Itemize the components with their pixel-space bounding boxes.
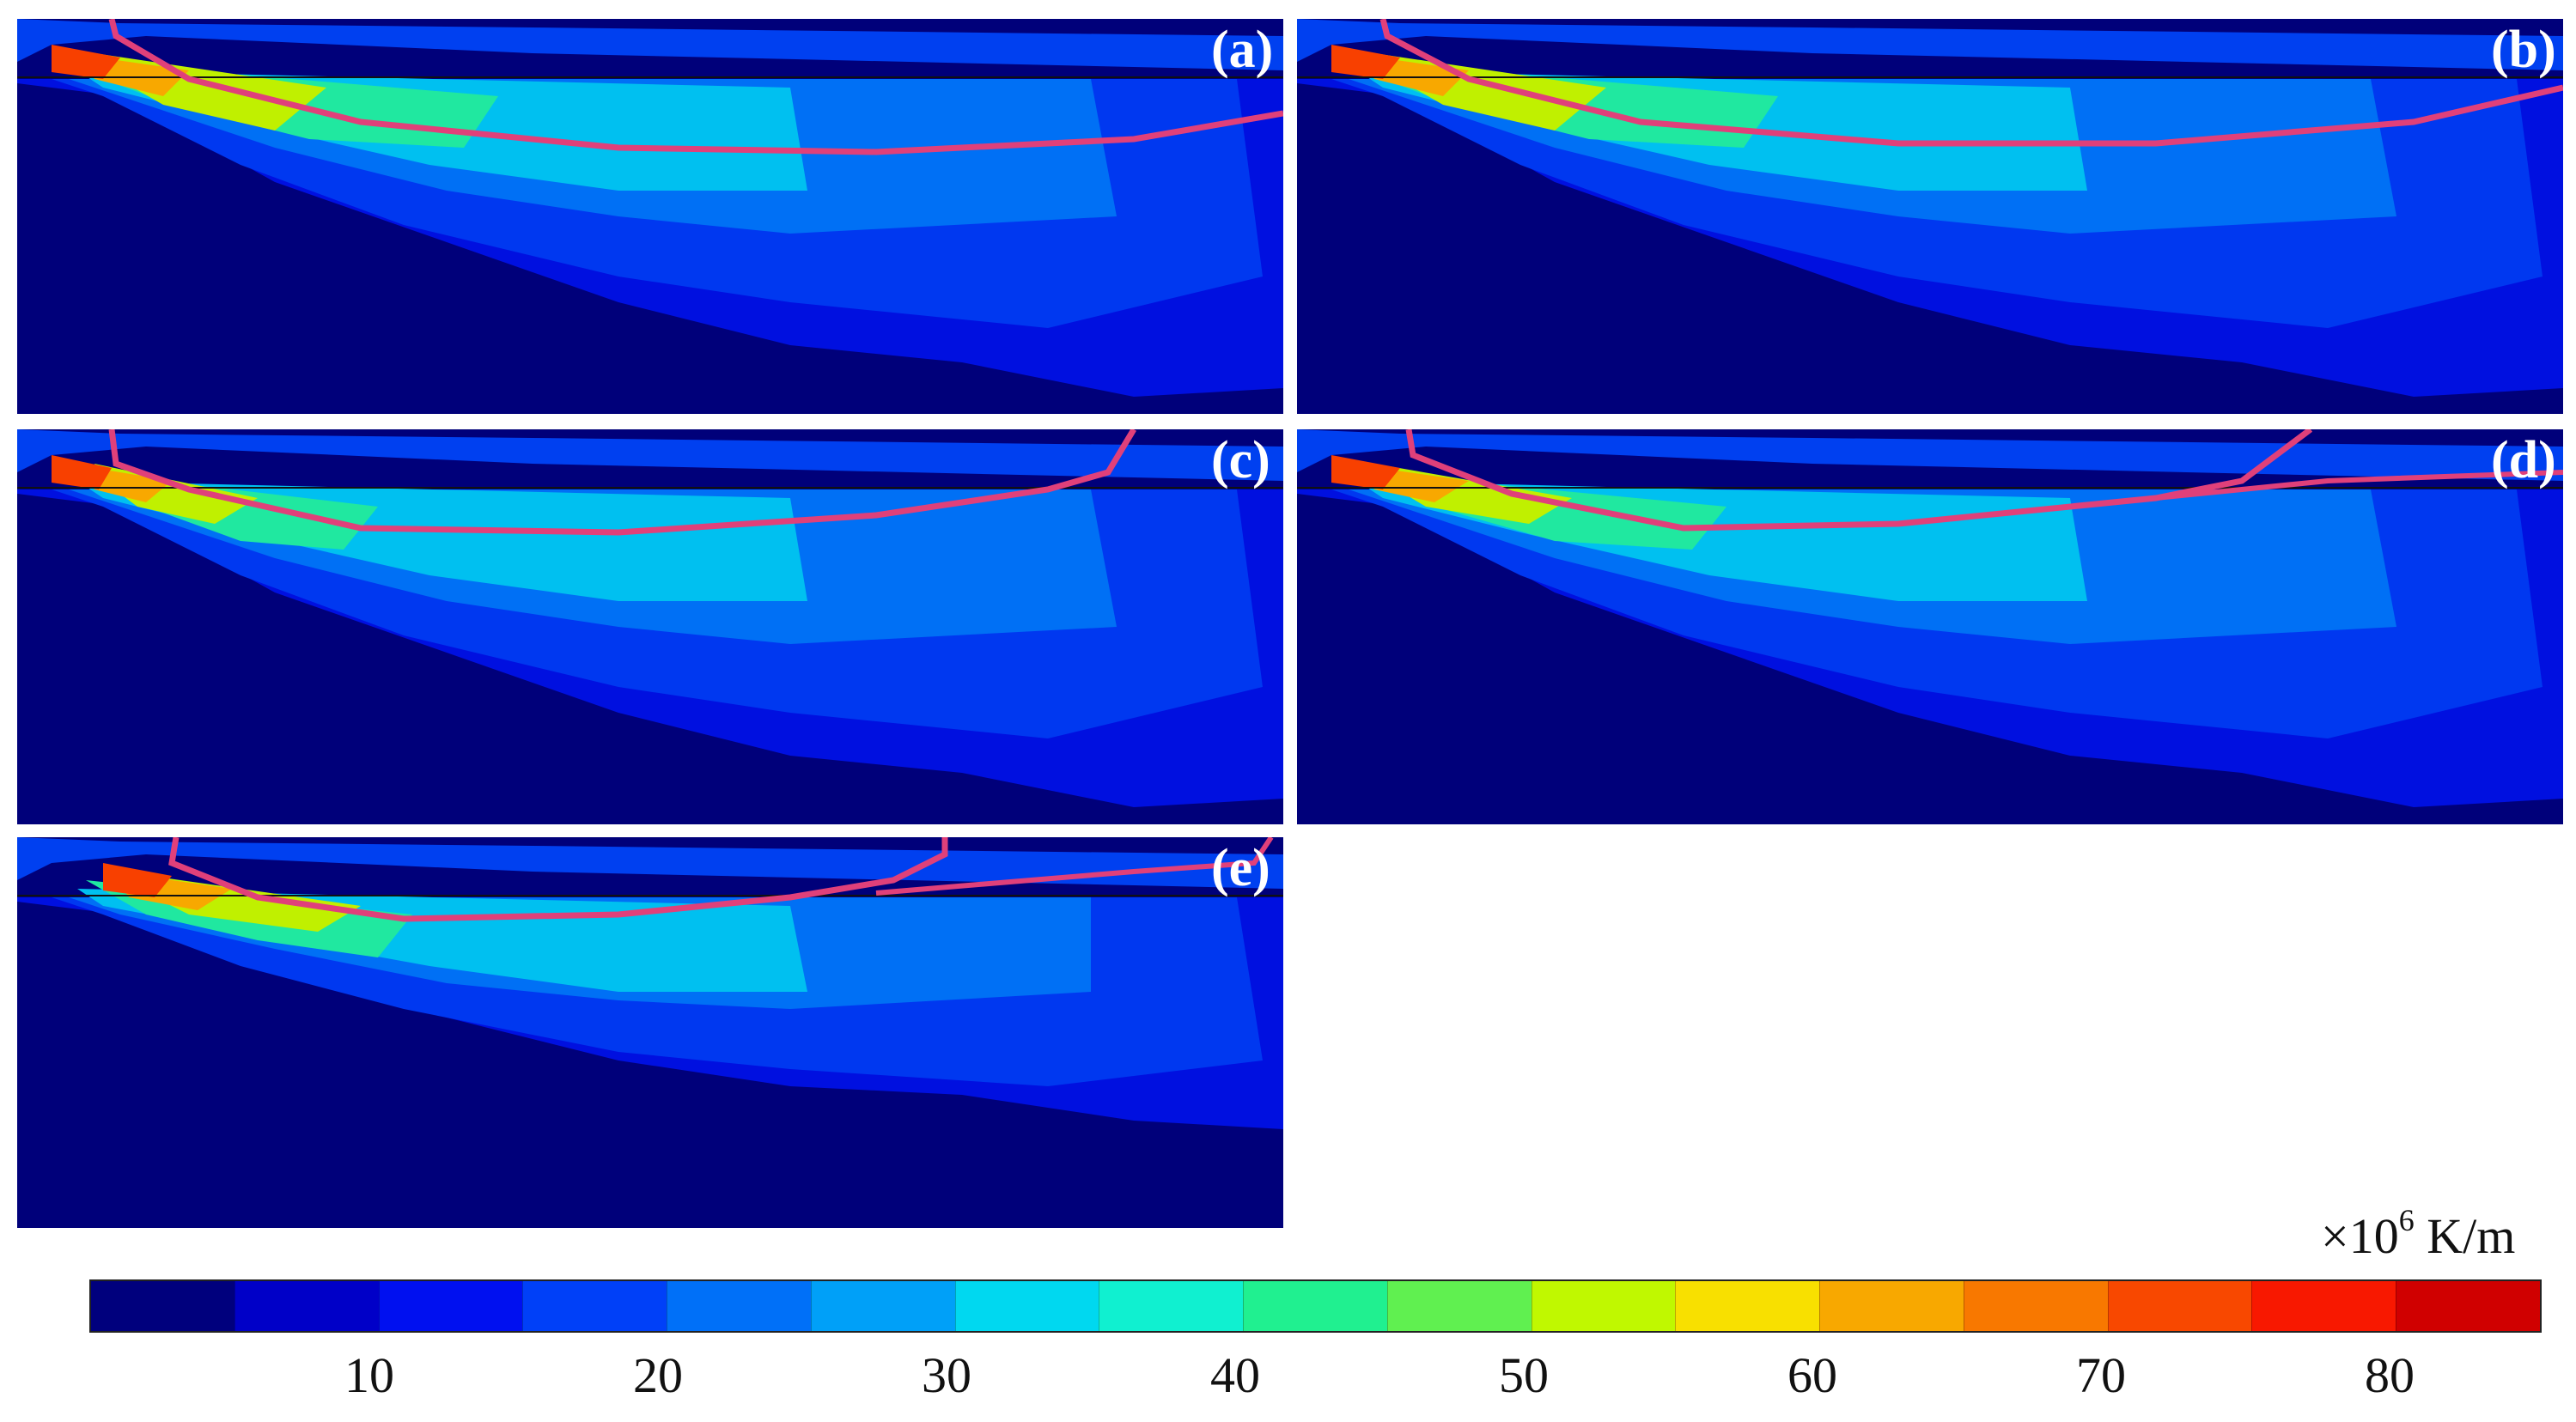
colorbar-tick: 70: [2076, 1347, 2126, 1403]
colorbar-segment: [954, 1281, 1099, 1331]
colorbar-segment: [1386, 1281, 1532, 1331]
contour-panel-e: (e): [17, 837, 1283, 1228]
colorbar-segment: [2107, 1281, 2252, 1331]
colorbar-segment: [522, 1281, 667, 1331]
colorbar-segment: [810, 1281, 955, 1331]
colorbar-tick: 60: [1787, 1347, 1837, 1403]
panel-label-c: (c): [1211, 431, 1270, 489]
colorbar-tick: 80: [2365, 1347, 2415, 1403]
panel-label-b: (b): [2491, 21, 2556, 79]
colorbar-segment: [667, 1281, 811, 1331]
colorbar: [89, 1279, 2542, 1333]
colorbar-segment: [91, 1281, 234, 1331]
colorbar-segment: [1531, 1281, 1676, 1331]
contour-panel-b: (b): [1297, 19, 2563, 414]
panel-label-e: (e): [1211, 839, 1270, 897]
unit-suffix: K/m: [2414, 1208, 2516, 1264]
colorbar-unit: ×106 K/m: [2321, 1202, 2515, 1265]
panel-label-a: (a): [1211, 21, 1273, 79]
unit-prefix: ×10: [2321, 1208, 2399, 1264]
colorbar-tick: 50: [1499, 1347, 1549, 1403]
contour-panel-c: (c): [17, 429, 1283, 824]
panel-label-d: (d): [2491, 431, 2556, 489]
contour-panel-d: (d): [1297, 429, 2563, 824]
colorbar-tick: 20: [633, 1347, 683, 1403]
colorbar-segment: [1819, 1281, 1964, 1331]
colorbar-segment: [234, 1281, 379, 1331]
colorbar-segment: [2251, 1281, 2396, 1331]
colorbar-tick: 40: [1210, 1347, 1260, 1403]
colorbar-segment: [1243, 1281, 1387, 1331]
colorbar-segment: [378, 1281, 523, 1331]
colorbar-segment: [1675, 1281, 1820, 1331]
unit-exponent: 6: [2398, 1203, 2415, 1237]
colorbar-tick: 30: [922, 1347, 971, 1403]
colorbar-segment: [1099, 1281, 1244, 1331]
colorbar-tick: 10: [344, 1347, 394, 1403]
colorbar-segment: [1963, 1281, 2108, 1331]
contour-panel-a: (a): [17, 19, 1283, 414]
colorbar-segment: [2396, 1281, 2541, 1331]
